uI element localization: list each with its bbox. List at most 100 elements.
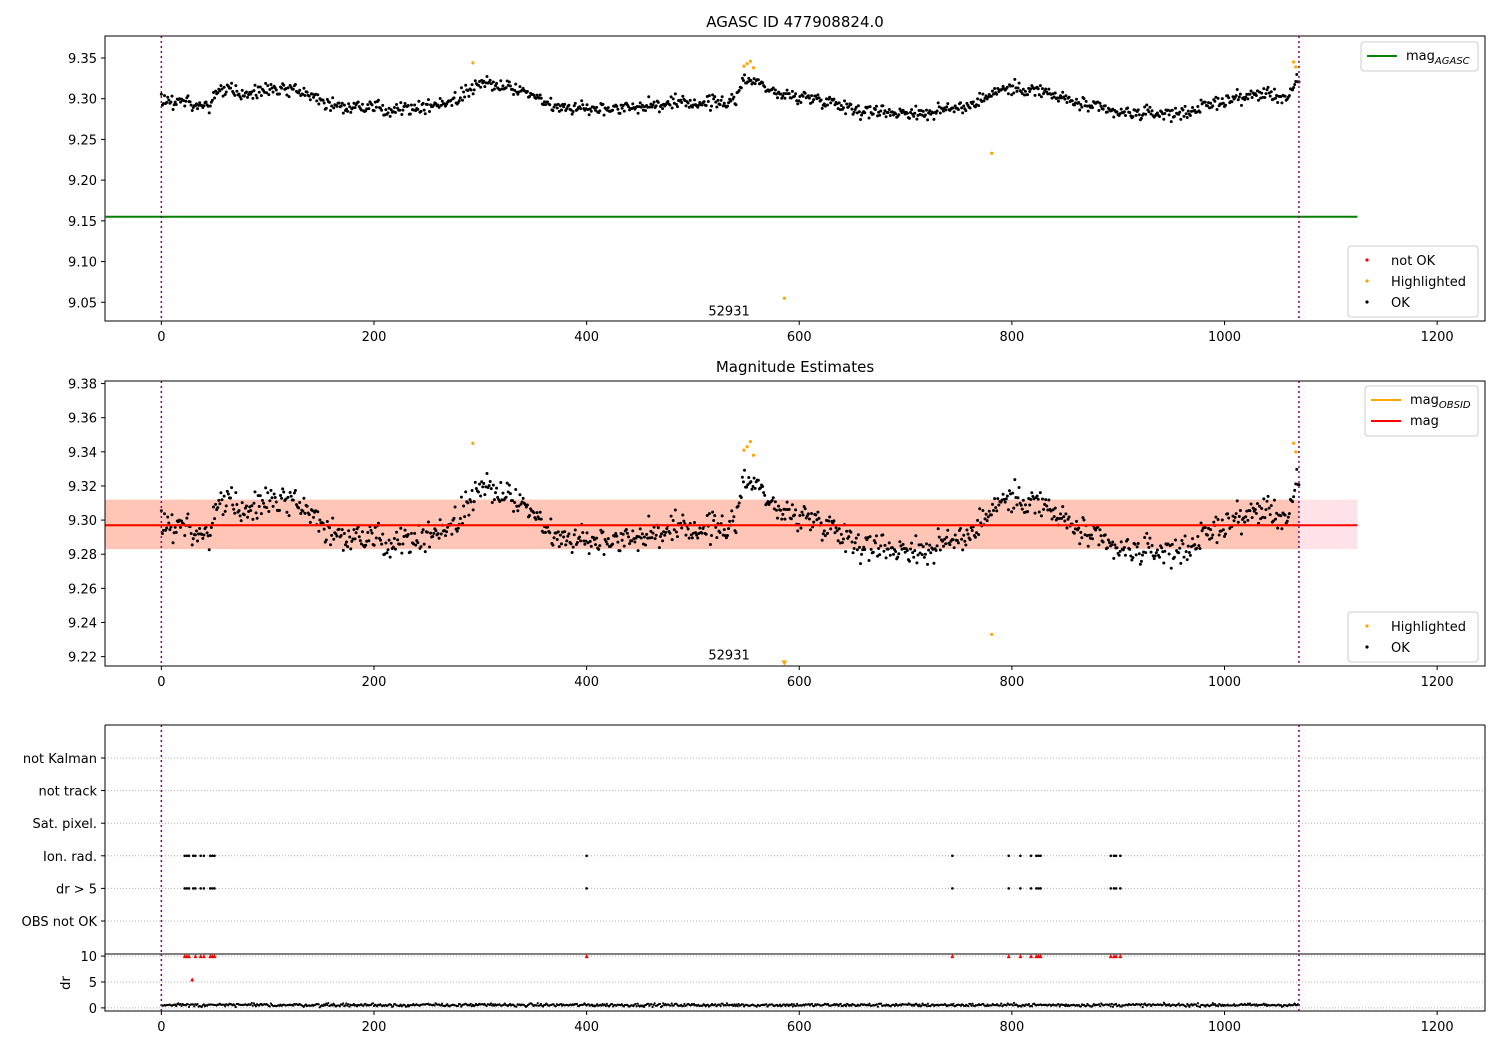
dr-point	[868, 1002, 871, 1005]
ok-point	[1269, 90, 1273, 94]
ok-point	[437, 536, 441, 540]
ok-point	[886, 111, 890, 115]
dr-point	[331, 1004, 334, 1007]
ok-point	[566, 534, 570, 538]
ok-point	[1216, 517, 1220, 521]
ok-point	[611, 108, 615, 112]
ok-point	[1287, 512, 1291, 516]
ok-point	[780, 517, 784, 521]
dr-point	[1079, 1005, 1083, 1008]
obsid-annotation: 52931	[708, 648, 749, 663]
ok-point	[787, 507, 791, 511]
ok-point	[220, 498, 224, 502]
ok-point	[1262, 87, 1266, 91]
ok-point	[1272, 498, 1276, 502]
ok-point	[489, 487, 493, 491]
ok-point	[1016, 86, 1020, 90]
dr-point	[642, 1005, 646, 1009]
dr-point	[392, 1005, 395, 1008]
ok-point	[673, 92, 677, 96]
ok-point	[208, 533, 212, 537]
ok-point	[481, 485, 485, 489]
ok-point	[490, 88, 494, 92]
ok-point	[917, 543, 921, 547]
ok-point	[282, 83, 286, 87]
ok-point	[851, 551, 855, 555]
ok-point	[169, 100, 173, 104]
ok-point	[501, 491, 505, 495]
ok-point	[645, 532, 649, 536]
ok-point	[1037, 93, 1041, 97]
ok-point	[711, 510, 715, 514]
ok-point	[508, 492, 512, 496]
ok-point	[745, 485, 749, 489]
ok-point	[921, 545, 925, 549]
estimates-panel-title: Magnitude Estimates	[716, 358, 874, 376]
ok-point	[704, 103, 708, 107]
ok-point	[946, 102, 950, 106]
ok-point	[789, 517, 793, 521]
y-tick-label: 9.30	[68, 514, 97, 529]
ok-point	[471, 92, 475, 96]
ok-point	[688, 98, 692, 102]
ok-point	[928, 543, 932, 547]
ok-point	[909, 547, 913, 551]
ok-point	[234, 84, 238, 88]
ok-point	[396, 538, 400, 542]
flag-point	[202, 854, 206, 858]
ok-point	[935, 544, 939, 548]
ok-point	[1112, 556, 1116, 560]
dr-point	[672, 1004, 675, 1007]
ok-point	[749, 78, 753, 82]
ok-point	[1075, 519, 1079, 523]
ok-point	[997, 503, 1001, 507]
ok-point	[650, 536, 654, 540]
dr-point	[1005, 1004, 1008, 1007]
ok-point	[657, 546, 661, 550]
ok-point	[552, 105, 556, 109]
dr-point	[796, 1002, 799, 1006]
ok-point	[868, 535, 872, 539]
ok-point	[944, 108, 948, 112]
flag-point	[199, 854, 202, 858]
ok-point	[802, 504, 806, 508]
ok-point	[489, 82, 493, 86]
ok-point	[811, 100, 815, 104]
ok-point	[936, 101, 940, 105]
ok-point	[964, 543, 968, 547]
flag-point	[1035, 887, 1038, 890]
ok-point	[453, 90, 457, 94]
ok-point	[594, 543, 598, 547]
ok-point	[312, 95, 316, 99]
dr-clipped-point	[1006, 954, 1011, 959]
ok-point	[495, 81, 499, 85]
ok-point	[1077, 101, 1081, 105]
ok-point	[584, 539, 588, 543]
ok-point	[1123, 553, 1127, 557]
flag-point	[1029, 887, 1033, 890]
ok-point	[1233, 515, 1237, 519]
flag-point	[185, 854, 189, 858]
ok-point	[781, 512, 785, 516]
dr-point	[1213, 1002, 1217, 1006]
ok-point	[651, 531, 655, 535]
ok-point	[1014, 86, 1018, 90]
ok-point	[1263, 96, 1267, 100]
dr-point	[249, 1003, 252, 1006]
ok-point	[214, 502, 218, 506]
ok-point	[1096, 525, 1100, 529]
x-tick-label: 0	[157, 330, 165, 345]
ok-point	[573, 528, 577, 532]
ok-point	[622, 544, 626, 548]
ok-point	[787, 92, 791, 96]
ok-point	[751, 485, 755, 489]
ok-point	[171, 541, 175, 545]
ok-point	[833, 531, 837, 535]
ok-point	[884, 115, 888, 119]
ok-point	[647, 95, 651, 99]
ok-point	[1235, 499, 1239, 503]
ok-point	[208, 104, 212, 108]
ok-point	[556, 102, 560, 106]
ok-point	[1215, 541, 1219, 545]
ok-point	[1086, 544, 1090, 548]
